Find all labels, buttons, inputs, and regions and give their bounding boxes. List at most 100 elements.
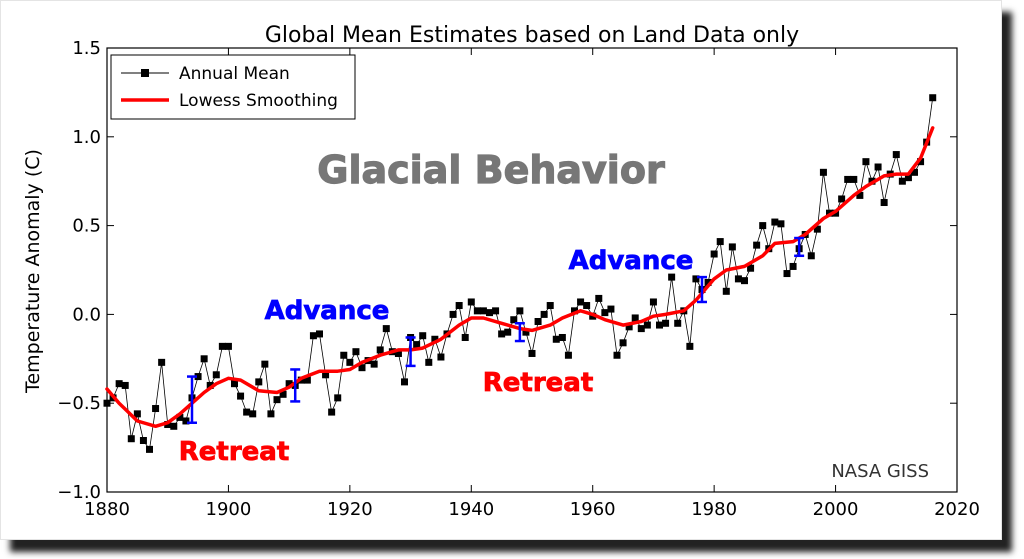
data-point-annual-mean [279,390,287,398]
data-point-annual-mean [625,323,633,331]
data-point-annual-mean [728,243,736,251]
annotation-advance-1: Advance [265,296,390,326]
data-point-annual-mean [898,177,906,185]
data-point-annual-mean [656,321,663,329]
data-point-annual-mean [789,262,797,270]
data-point-annual-mean [856,191,864,199]
data-point-annual-mean [819,168,827,176]
data-point-annual-mean [224,342,232,350]
data-point-annual-mean [522,328,530,336]
data-point-annual-mean [674,319,682,327]
data-point-annual-mean [200,355,208,363]
y-tick-label: −1.0 [57,482,101,503]
legend: Annual Mean Lowess Smoothing [110,54,356,120]
data-point-annual-mean [382,325,390,333]
data-point-annual-mean [376,346,384,354]
data-point-annual-mean [850,175,858,183]
legend-label-annual-mean: Annual Mean [179,64,290,84]
data-point-annual-mean [479,307,487,315]
annotation-retreat-1: Retreat [179,437,290,467]
data-point-annual-mean [643,321,651,329]
data-point-annual-mean [516,307,524,315]
y-tick-label: 1.0 [72,127,101,148]
legend-box [110,54,356,120]
data-point-annual-mean [722,287,730,295]
data-point-annual-mean [218,342,226,350]
data-point-annual-mean [874,163,882,171]
y-axis-label: Temperature Anomaly (C) [22,149,44,394]
data-point-annual-mean [394,349,402,357]
data-point-annual-mean [595,294,603,302]
plot-area-border [106,47,958,493]
chart: Global Mean Estimates based on Land Data… [22,23,980,520]
data-point-annual-mean [492,307,500,315]
data-point-annual-mean [807,252,815,260]
data-point-annual-mean [649,298,657,306]
x-tick-label: 1880 [84,499,130,520]
data-point-annual-mean [370,360,378,368]
data-point-annual-mean [322,371,330,379]
legend-marker-annual-mean [141,69,149,77]
data-point-annual-mean [401,378,408,386]
data-point-annual-mean [346,358,354,366]
data-point-annual-mean [601,309,609,317]
data-point-annual-mean [510,316,518,324]
data-point-annual-mean [486,309,493,317]
data-point-annual-mean [340,351,348,359]
data-point-annual-mean [892,151,900,159]
data-point-annual-mean [838,195,846,203]
data-point-annual-mean [328,408,336,416]
data-point-annual-mean [352,348,360,356]
data-point-annual-mean [316,330,323,338]
data-point-annual-mean [759,222,767,230]
watermark-text: Glacial Behavior [317,148,665,192]
data-point-annual-mean [231,380,238,388]
data-point-annual-mean [303,376,311,384]
x-tick-label: 1920 [327,499,373,520]
data-point-annual-mean [637,325,645,333]
data-point-annual-mean [133,410,141,418]
data-point-annual-mean [285,380,293,388]
chart-frame: Global Mean Estimates based on Land Data… [0,0,1002,540]
data-point-annual-mean [419,332,427,340]
data-point-annual-mean [917,158,925,166]
data-point-annual-mean [662,319,670,327]
legend-label-lowess: Lowess Smoothing [179,91,338,111]
data-point-annual-mean [467,298,475,306]
data-point-annual-mean [710,250,718,258]
annotation-retreat-2: Retreat [483,368,594,398]
data-point-annual-mean [431,335,439,343]
data-point-annual-mean [911,168,918,176]
data-point-annual-mean [504,328,512,336]
data-point-annual-mean [237,392,245,400]
data-point-annual-mean [176,413,184,421]
data-point-annual-mean [813,225,821,233]
data-point-annual-mean [455,302,463,310]
data-point-annual-mean [577,298,585,306]
data-point-annual-mean [534,318,542,326]
y-tick-label: 1.5 [72,38,101,59]
data-point-annual-mean [127,435,135,443]
data-point-annual-mean [449,310,457,318]
data-point-annual-mean [194,373,202,381]
chart-title: Global Mean Estimates based on Land Data… [265,23,799,48]
data-point-annual-mean [461,333,469,341]
data-point-annual-mean [498,330,506,338]
data-point-annual-mean [619,339,627,347]
data-point-annual-mean [121,381,129,389]
data-point-annual-mean [741,277,748,285]
data-point-annual-mean [425,358,433,366]
data-point-annual-mean [753,241,761,249]
x-tick-label: 1940 [448,499,494,520]
data-point-annual-mean [546,302,554,310]
data-point-annual-mean [668,273,676,281]
data-point-annual-mean [212,371,220,379]
data-point-annual-mean [552,335,560,343]
data-point-annual-mean [880,199,888,207]
data-point-annual-mean [158,358,166,366]
data-point-annual-mean [473,307,481,315]
data-point-annual-mean [734,275,742,283]
data-point-annual-mean [747,264,755,272]
data-point-annual-mean [309,332,317,340]
data-point-annual-mean [273,396,281,404]
